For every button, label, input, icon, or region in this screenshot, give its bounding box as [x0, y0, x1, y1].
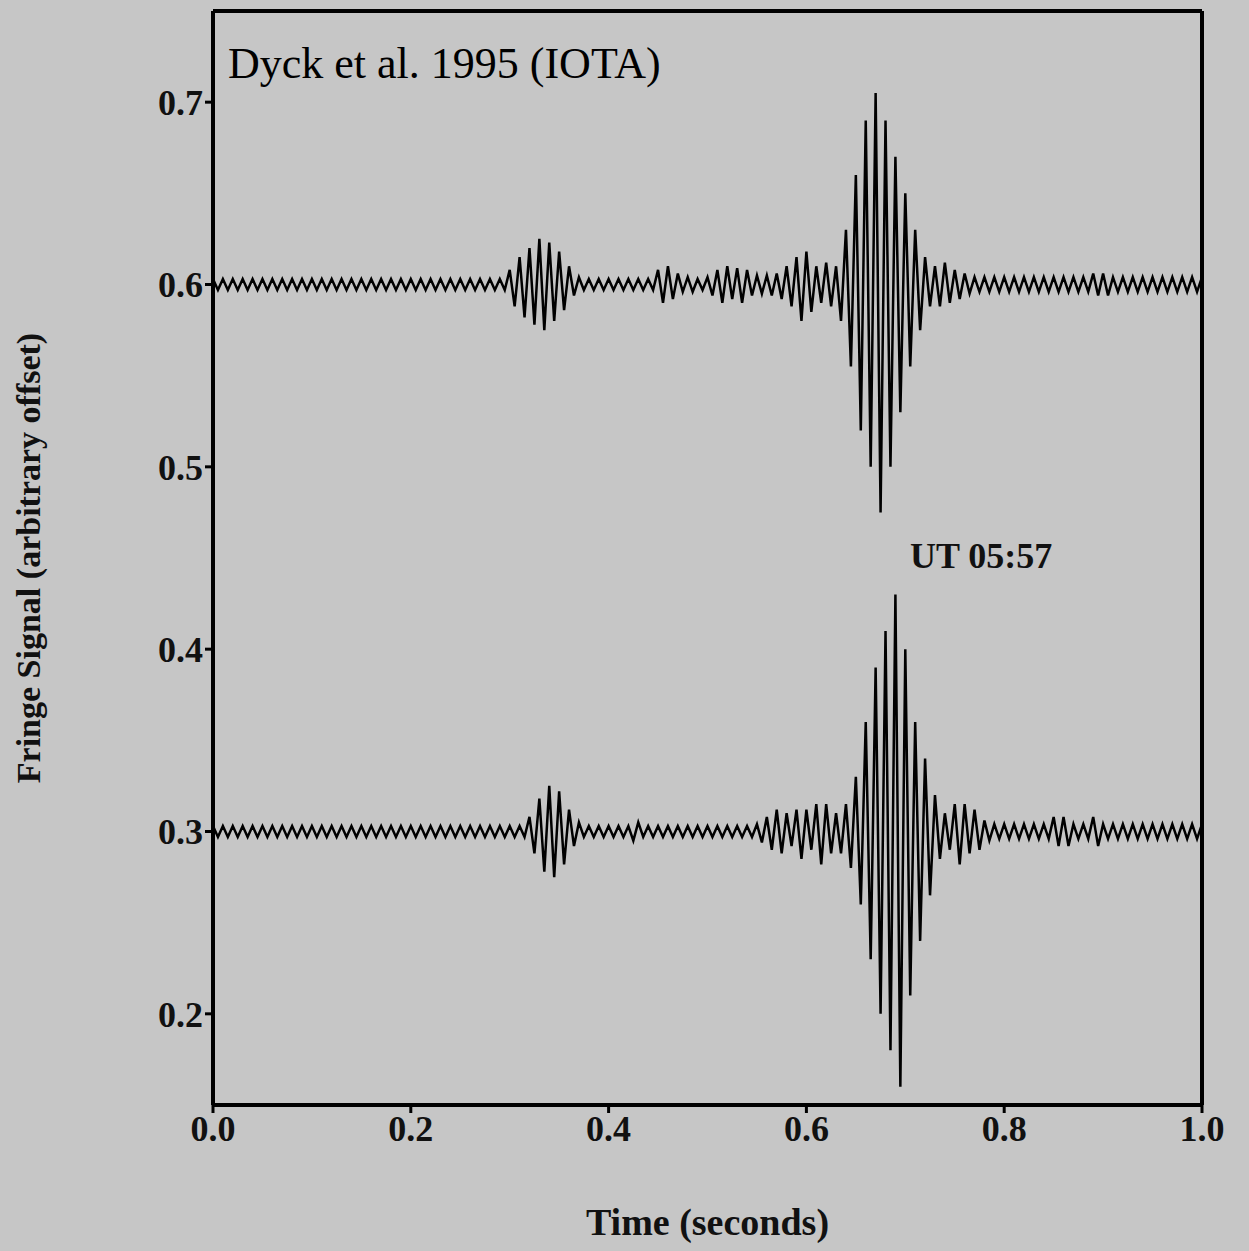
svg-text:1.0: 1.0	[1180, 1109, 1225, 1149]
svg-text:0.0: 0.0	[191, 1109, 236, 1149]
svg-text:0.7: 0.7	[158, 83, 203, 123]
svg-text:0.4: 0.4	[586, 1109, 631, 1149]
svg-text:0.2: 0.2	[388, 1109, 433, 1149]
svg-text:Time (seconds): Time (seconds)	[586, 1201, 829, 1244]
svg-text:0.2: 0.2	[158, 995, 203, 1035]
svg-text:0.6: 0.6	[158, 265, 203, 305]
svg-text:0.4: 0.4	[158, 630, 203, 670]
svg-text:0.5: 0.5	[158, 448, 203, 488]
html-text:Dyck et al. 1995 (IOTA): Dyck et al. 1995 (IOTA)	[228, 39, 661, 88]
html-text:UT 05:57: UT 05:57	[910, 536, 1053, 576]
svg-text:0.8: 0.8	[982, 1109, 1027, 1149]
svg-text:0.3: 0.3	[158, 812, 203, 852]
svg-text:Fringe Signal (arbitrary offse: Fringe Signal (arbitrary offset)	[10, 333, 48, 783]
svg-text:0.6: 0.6	[784, 1109, 829, 1149]
